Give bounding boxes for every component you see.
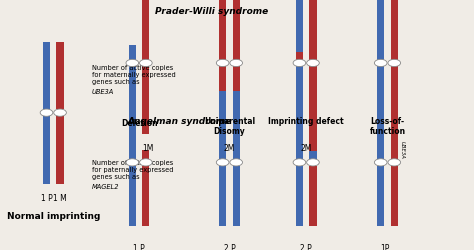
Bar [377,0,384,60]
Text: Prader-Willi syndrome: Prader-Willi syndrome [155,8,268,16]
Bar [377,92,384,160]
Text: Angelman syndrome: Angelman syndrome [128,116,232,126]
Bar [310,152,317,160]
Text: 1M: 1M [143,144,154,153]
Text: 1P: 1P [381,243,390,250]
Ellipse shape [216,60,229,67]
Ellipse shape [40,110,53,117]
Ellipse shape [230,159,243,166]
Bar [310,92,317,160]
Bar [142,67,149,134]
Text: UBE3A: UBE3A [91,89,114,95]
Ellipse shape [307,159,319,166]
Bar [219,166,226,234]
Ellipse shape [293,159,306,166]
Bar [296,52,303,60]
Bar [43,116,50,184]
Ellipse shape [216,159,229,166]
Bar [233,166,240,234]
Text: Imprinting defect: Imprinting defect [268,116,344,126]
Bar [233,0,240,60]
Bar [129,67,136,134]
Text: Normal imprinting: Normal imprinting [7,211,100,220]
Bar [296,92,303,160]
Ellipse shape [139,159,152,166]
Ellipse shape [139,60,152,67]
Bar [43,42,50,110]
Ellipse shape [54,110,66,117]
Ellipse shape [388,159,401,166]
Bar [142,0,149,60]
Bar [296,67,303,134]
Bar [310,166,317,234]
Bar [129,92,136,160]
Bar [391,0,398,60]
Bar [310,67,317,134]
Text: Uniparental
Disomy: Uniparental Disomy [204,116,255,136]
Ellipse shape [293,60,306,67]
Bar [129,166,136,234]
Bar [56,42,64,110]
Bar [142,151,149,160]
Text: 1 M: 1 M [53,193,67,202]
Bar [391,67,398,134]
Ellipse shape [374,60,387,67]
Bar [219,0,226,60]
Ellipse shape [388,60,401,67]
Text: Number of active copies
for maternally expressed
genes such as: Number of active copies for maternally e… [91,65,175,85]
Bar [219,92,226,160]
Text: 1 P: 1 P [41,193,53,202]
Ellipse shape [374,159,387,166]
Bar [377,67,384,134]
Text: Number of active copies
for paternally expressed
genes such as: Number of active copies for paternally e… [91,159,173,179]
Text: 2M: 2M [301,144,312,153]
Text: 2M: 2M [224,144,235,153]
Bar [233,67,240,134]
Bar [377,166,384,234]
Ellipse shape [126,159,138,166]
Bar [296,166,303,234]
Text: 1 P: 1 P [133,243,145,250]
Ellipse shape [307,60,319,67]
Bar [391,166,398,234]
Text: Loss-of-
function: Loss-of- function [369,116,406,136]
Ellipse shape [126,60,138,67]
Bar [129,46,136,60]
Bar [219,67,226,134]
Bar [233,92,240,160]
Text: Deletion: Deletion [121,119,157,128]
Text: 2 P: 2 P [301,243,312,250]
Bar [56,116,64,184]
Bar [296,0,303,60]
Text: MAGEL2: MAGEL2 [91,184,119,190]
Ellipse shape [230,60,243,67]
Text: 2 P: 2 P [224,243,235,250]
Bar [391,92,398,160]
Bar [142,166,149,234]
Text: UBE3A: UBE3A [400,140,405,158]
Bar [310,0,317,60]
